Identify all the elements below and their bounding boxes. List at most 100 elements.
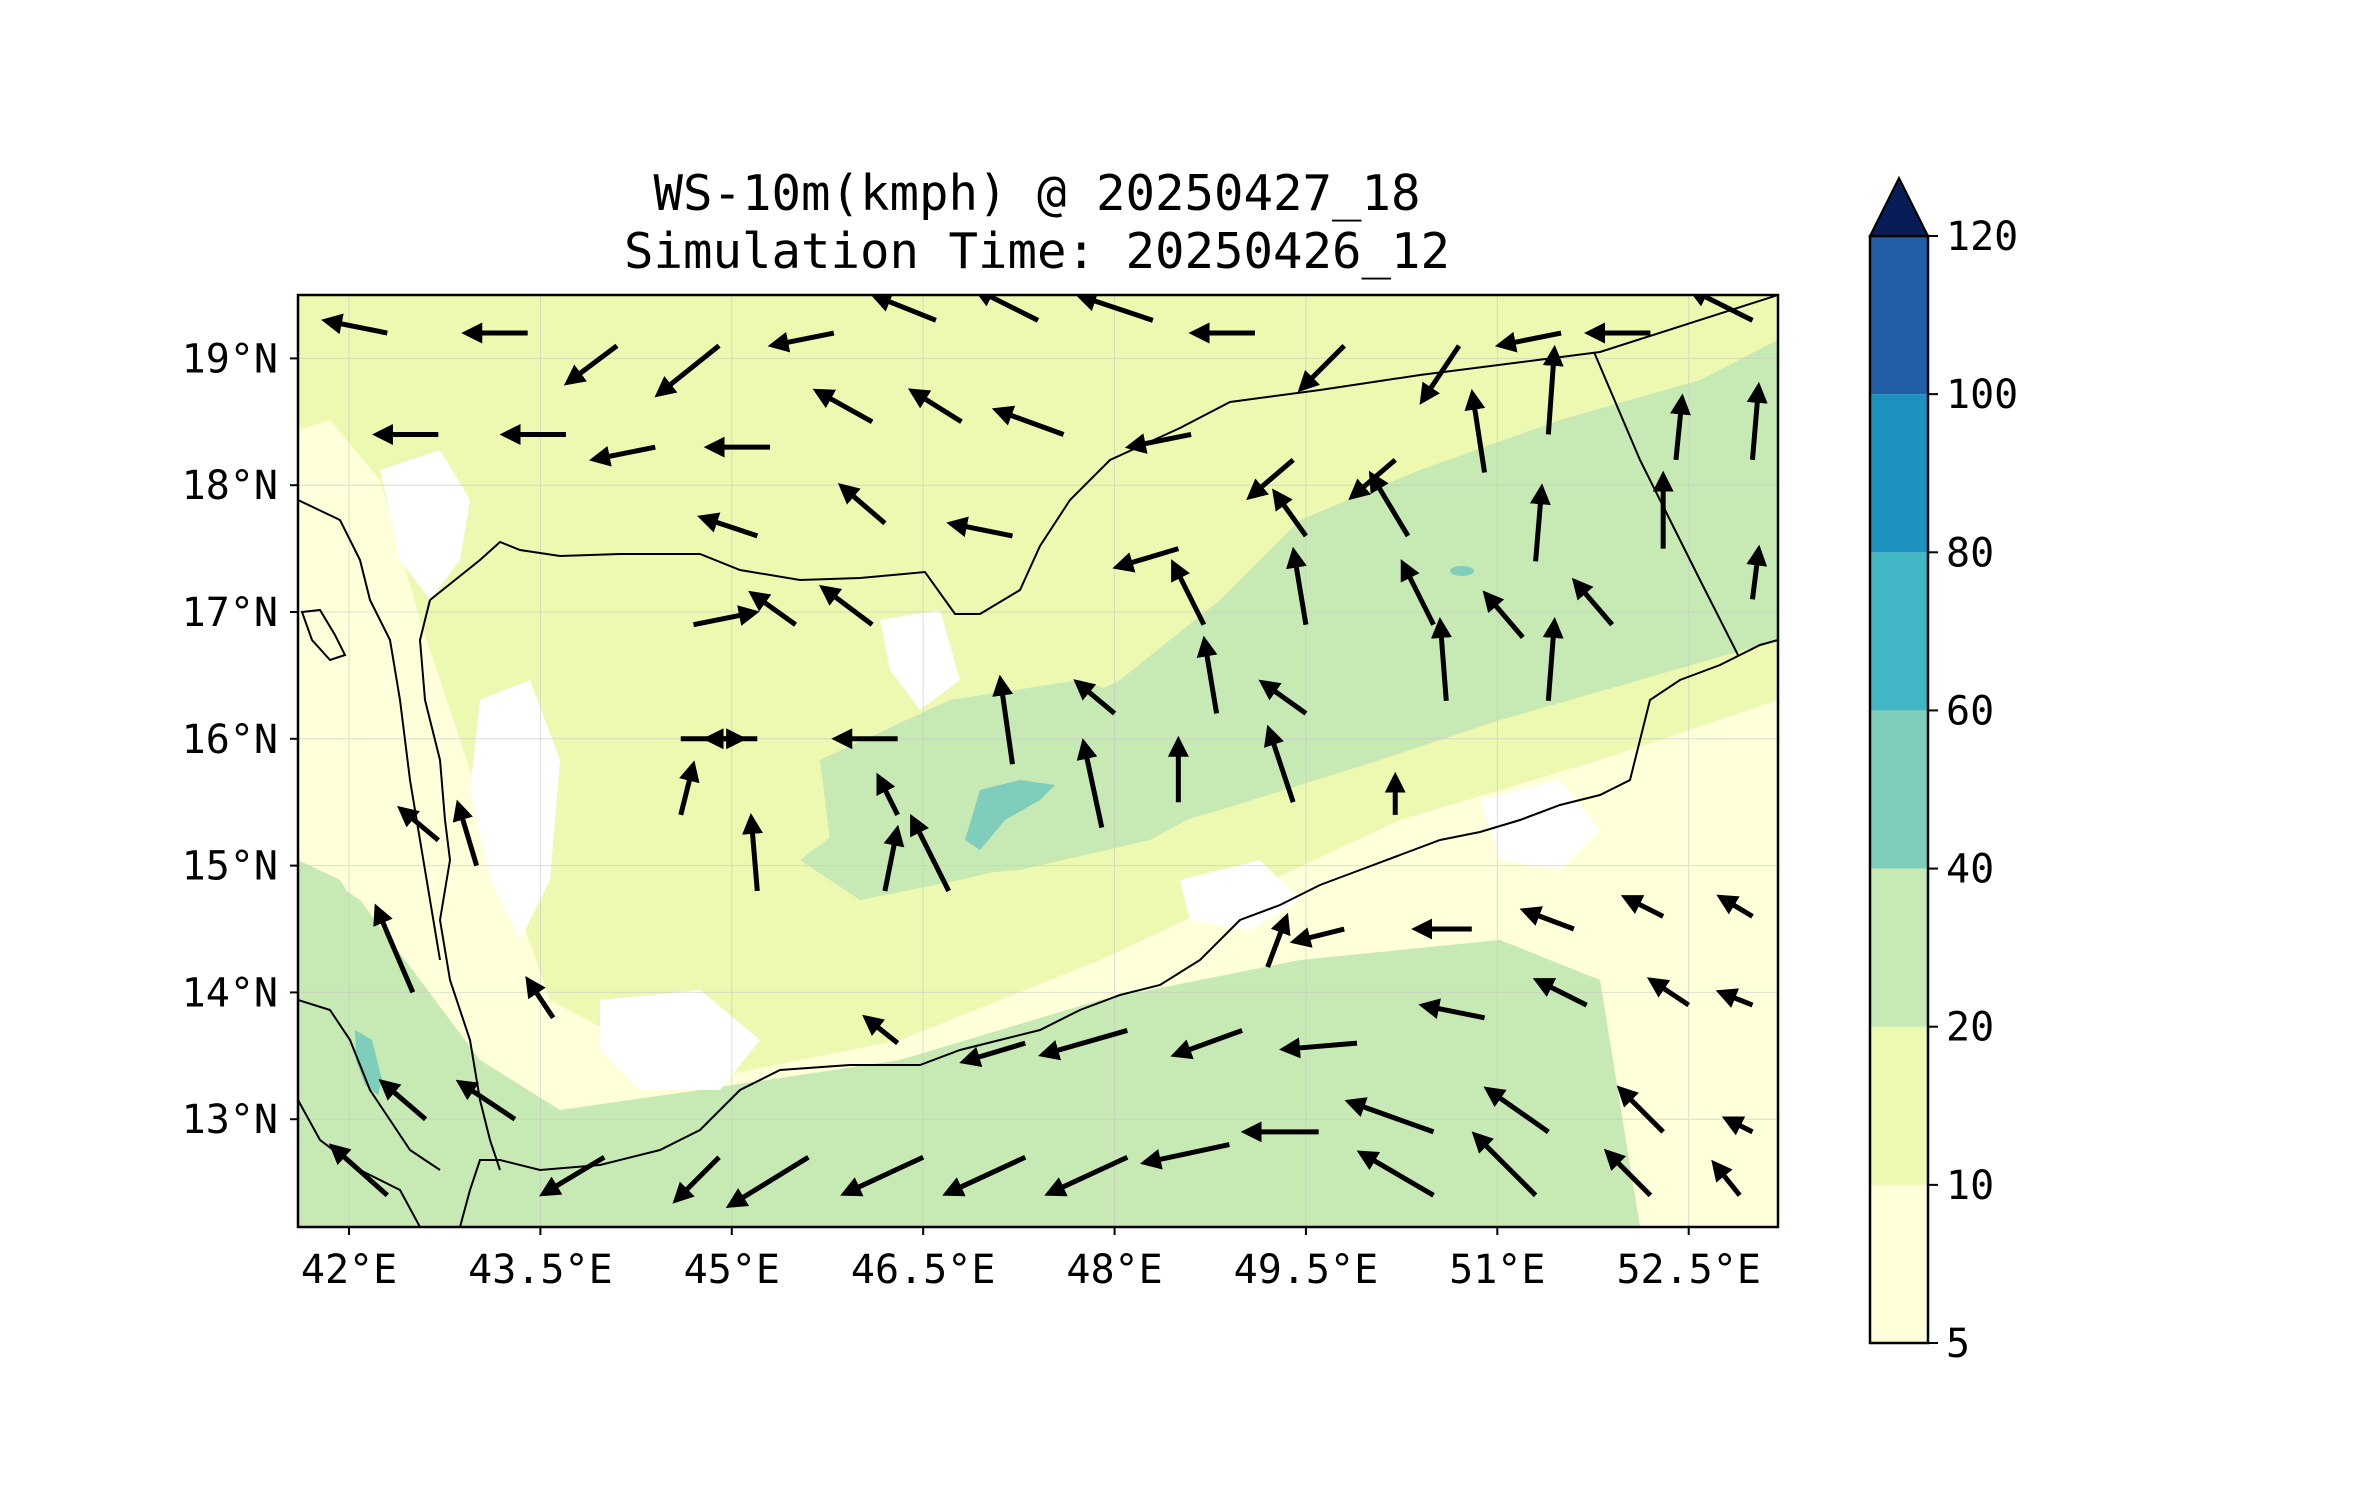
wind-vector [1170,1028,1243,1060]
colorbar-band-3 [1870,710,1928,869]
colorbar-label: 10 [1946,1163,1994,1209]
africa-coast [298,499,441,961]
colorbar-label: 120 [1946,214,2018,260]
eritrea-coast [298,999,441,1171]
wind-vector [1746,544,1768,600]
wind-vector [767,330,835,353]
wind-vector [876,772,900,817]
wind-vector [870,295,937,323]
wind-vector [1715,988,1754,1008]
wind-vector [1278,1037,1358,1059]
y-tick-label: 16°N [182,717,278,763]
wind-vector [1265,912,1291,968]
wind-vector [1542,616,1564,701]
wind-vector [742,813,764,892]
wind-vector [1571,577,1615,627]
colorbar-band-0 [1870,1184,1928,1343]
colorbar-label: 40 [1946,847,1994,893]
wind-speed-field [298,295,1778,1227]
colorbar-label: 100 [1946,372,2018,418]
wind-vector [1196,635,1220,714]
saudi-border [429,295,1778,615]
wind-vector [1471,1131,1538,1198]
wind-vector [1073,679,1117,716]
field-20-40-gulf [298,860,1640,1227]
wind-vector [1076,738,1105,829]
x-tick-label: 52.5°E [1616,1247,1761,1293]
wind-vector [725,1155,810,1209]
x-axis-ticks: 42°E 43.5°E 45°E 46.5°E 48°E 49.5°E 51°E 52.5°E [301,1227,1761,1293]
wind-vector [452,799,480,867]
wind-vector [1272,488,1308,538]
wind-vector [589,444,656,467]
wind-vector [693,605,760,628]
wind-vector [1139,1142,1230,1170]
red-sea-islands [300,608,347,662]
wind-vector [992,674,1015,765]
y-tick-label: 14°N [182,970,278,1016]
wind-vector [1075,295,1154,323]
colorbar-band-6 [1870,236,1928,395]
x-tick-label: 46.5°E [851,1247,996,1293]
wind-vector [1519,906,1575,932]
colorbar-label: 5 [1946,1321,1970,1367]
wind-vector [1124,432,1192,454]
wind-vector [907,388,963,424]
y-tick-label: 15°N [182,844,278,890]
wind-vector [840,1154,925,1197]
wind-vector [1494,330,1562,353]
wind-vector [1746,381,1768,461]
wind-vector [812,388,874,424]
wind-vector [1711,1159,1742,1197]
wind-vector [1620,895,1665,919]
wind-vector [328,1143,389,1198]
y-tick-label: 17°N [182,590,278,636]
colorbar-band-4 [1870,552,1928,711]
colorbar-band-2 [1870,868,1928,1027]
wind-vector [837,482,887,526]
wind-vector [910,813,951,893]
wind-vector [1400,559,1436,626]
wind-vector [942,1154,1027,1197]
wind-vector [1482,590,1525,639]
wind-vector [525,975,556,1020]
colorbar-label: 20 [1946,1005,1994,1051]
wind-vector [1670,393,1691,461]
wind-vector [946,516,1013,539]
red-sea-coast-yemen [418,599,501,1171]
x-tick-label: 45°E [684,1247,780,1293]
colorbar-frame [1868,234,1930,1345]
title-line-1: WS-10m(kmph) @ 20250427_18 [653,165,1420,222]
wind-vector [1721,1116,1754,1136]
wind-vector [1112,546,1180,573]
x-tick-label: 51°E [1449,1247,1545,1293]
y-axis-ticks: 13°N 14°N 15°N 16°N 17°N 18°N 19°N [182,336,298,1143]
field-40-60-patch-3 [355,1030,382,1095]
field-calm-patch-3 [600,990,760,1090]
colorbar-band-5 [1870,394,1928,553]
colorbar-label: 60 [1946,688,1994,734]
yemen-south-coast [459,639,1778,1227]
wind-vector [1263,724,1296,804]
field-calm-patch-1 [380,450,470,600]
wind-vector [1286,546,1309,626]
wind-vector [1344,1097,1435,1135]
wind-vector [678,760,700,816]
wind-vectors [321,295,1768,1209]
gridlines [298,295,1778,1227]
wind-vector [563,343,619,386]
wind-vector [1532,978,1588,1008]
x-tick-label: 48°E [1066,1247,1162,1293]
wind-vector [1529,483,1551,562]
wind-vector [455,1079,517,1122]
wind-vector [1044,1154,1129,1197]
map-frame [296,293,1780,1229]
wind-vector [1646,977,1691,1008]
y-tick-label: 13°N [182,1097,278,1143]
title-line-2: Simulation Time: 20250426_12 [624,223,1450,280]
wind-vector [1356,1150,1435,1198]
field-calm-patch-4 [880,610,960,710]
wind-vector [397,805,440,843]
colorbar: 5 10 20 40 60 80 100 120 [1868,175,2018,1367]
